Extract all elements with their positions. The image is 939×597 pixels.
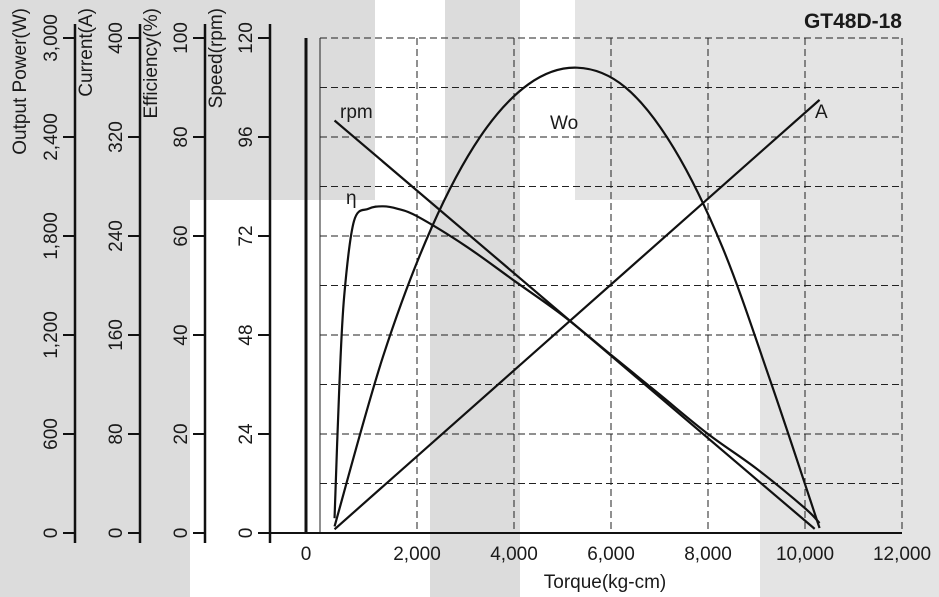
y-tick-label: 2,400 — [41, 113, 62, 161]
x-tick-label: 8,000 — [684, 544, 732, 565]
x-axis-label: Torque(kg-cm) — [544, 572, 666, 593]
series-label-a: A — [815, 102, 828, 123]
x-tick-label: 6,000 — [587, 544, 635, 565]
y-tick-label: 0 — [236, 528, 257, 539]
y-tick-label: 24 — [236, 423, 257, 445]
y-axis-label: Speed(rpm) — [206, 8, 227, 108]
x-tick-label: 2,000 — [393, 544, 441, 565]
series-label-efficiency: η — [346, 188, 357, 209]
y-tick-label: 20 — [171, 423, 192, 444]
x-tick-label: 10,000 — [776, 544, 834, 565]
y-tick-label: 100 — [171, 22, 192, 54]
y-tick-label: 0 — [106, 528, 127, 539]
series-label-rpm: rpm — [340, 102, 373, 123]
y-tick-label: 160 — [106, 319, 127, 351]
y-tick-label: 0 — [41, 528, 62, 539]
y-tick-label: 240 — [106, 220, 127, 252]
y-axis-label: Efficiency(%) — [141, 8, 162, 119]
y-tick-label: 120 — [236, 22, 257, 54]
y-axis-power: 0 600 1,200 1,800 2,400 3,000 Output Power(W) — [10, 8, 77, 543]
y-tick-label: 96 — [236, 126, 257, 147]
y-tick-label: 3,000 — [41, 14, 62, 62]
chart-title: GT48D-18 — [804, 10, 902, 33]
background-panel — [430, 200, 520, 597]
y-axis-current: 0 80 160 240 320 400 Current(A) — [76, 8, 142, 543]
y-tick-label: 600 — [41, 418, 62, 450]
y-tick-label: 60 — [171, 225, 192, 246]
series-line-a — [333, 99, 821, 531]
y-tick-label: 80 — [106, 423, 127, 444]
y-tick-label: 1,800 — [41, 212, 62, 260]
y-tick-label: 320 — [106, 121, 127, 153]
y-tick-label: 72 — [236, 225, 257, 246]
y-tick-label: 48 — [236, 324, 257, 345]
y-axis-label: Output Power(W) — [10, 8, 31, 155]
y-tick-label: 0 — [171, 528, 192, 539]
y-tick-label: 400 — [106, 22, 127, 54]
background-panel — [575, 0, 939, 200]
series-line-efficiency — [333, 205, 821, 524]
background-panel — [760, 200, 939, 597]
y-axis-label: Current(A) — [76, 8, 97, 97]
y-tick-label: 40 — [171, 324, 192, 345]
y-tick-label: 80 — [171, 126, 192, 147]
series-layer: rpm A Wo η — [333, 66, 828, 531]
x-tick-label: 0 — [301, 544, 312, 565]
y-tick-label: 1,200 — [41, 311, 62, 359]
y-axis-efficiency: 0 20 40 60 80 100 Efficiency(%) — [141, 8, 207, 543]
x-tick-label: 4,000 — [490, 544, 538, 565]
x-axis: 0 2,000 4,000 6,000 8,000 10,000 12,000 — [268, 38, 931, 565]
x-tick-label: 12,000 — [873, 544, 931, 565]
series-line-wo — [333, 66, 821, 529]
y-axis-speed: 0 24 48 72 96 120 Speed(rpm) — [206, 8, 272, 543]
series-label-wo: Wo — [550, 113, 578, 134]
